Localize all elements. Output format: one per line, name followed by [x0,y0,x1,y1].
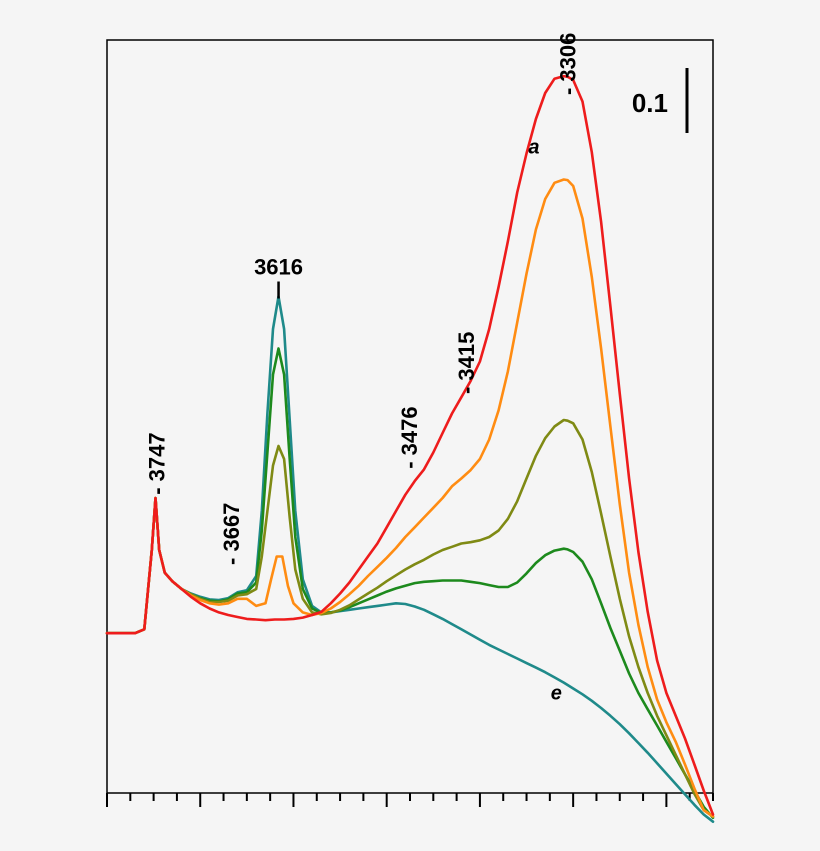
plot-frame [106,39,714,794]
curve-label-e: e [551,683,562,705]
peak-label: - 3415 [454,332,479,394]
scale-bar-label: 0.1 [632,88,668,118]
curve-labels: ae [528,137,562,705]
spectrum-line-c [105,418,715,818]
peak-label: 3616 [254,255,303,280]
x-axis-ticks [106,793,714,807]
curve-label-a: a [528,137,539,159]
spectrum-curves [105,74,715,824]
peak-label: - 3667 [219,503,244,565]
spectrum-line-e [105,295,715,824]
scale-bar: 0.1 [632,68,689,133]
spectrum-line-b [105,178,715,818]
spectrum-line-a [105,74,715,816]
peak-label: - 3306 [556,33,581,95]
peak-annotations: - 3747 - 3667 3616 - 3476 - 3415 - 3306 [144,33,580,565]
peak-label: - 3747 [144,432,169,494]
peak-label: - 3476 [397,406,422,468]
